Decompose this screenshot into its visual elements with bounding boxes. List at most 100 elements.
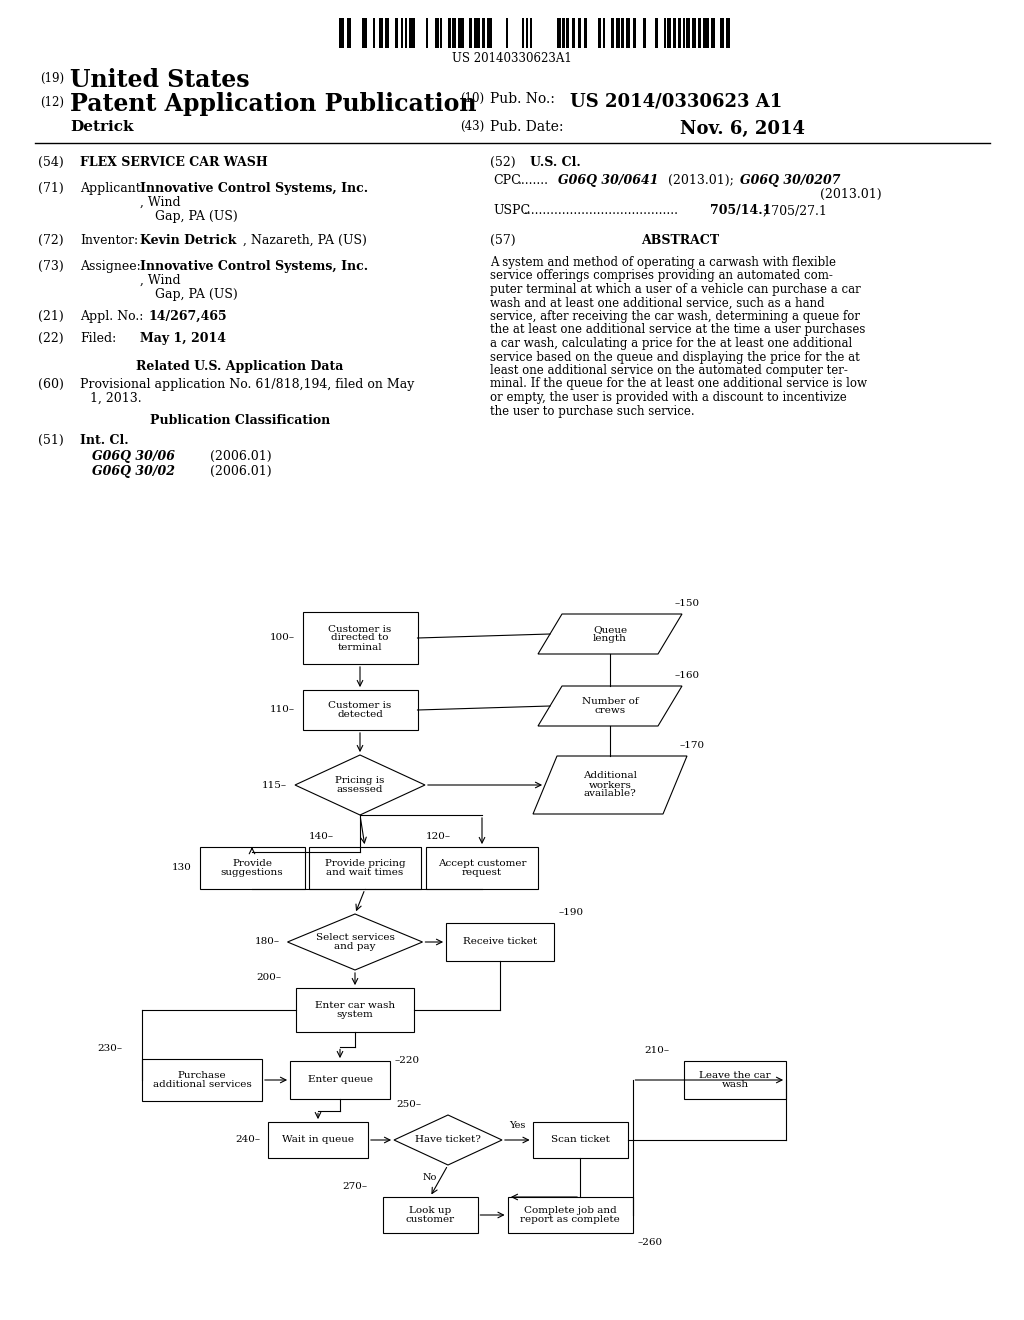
Text: Pub. Date:: Pub. Date: — [490, 120, 563, 135]
Bar — [482, 18, 485, 48]
Bar — [698, 18, 701, 48]
Text: suggestions: suggestions — [221, 869, 284, 876]
Bar — [385, 18, 389, 48]
Bar — [703, 18, 709, 48]
Bar — [692, 18, 696, 48]
Bar — [290, 1061, 390, 1100]
Text: and wait times: and wait times — [327, 869, 403, 876]
Bar — [667, 18, 671, 48]
Polygon shape — [534, 756, 687, 814]
Bar — [435, 18, 439, 48]
Bar — [616, 18, 620, 48]
Bar — [522, 18, 524, 48]
Text: (51): (51) — [38, 434, 63, 447]
Text: , Wind: , Wind — [140, 195, 180, 209]
Text: Appl. No.:: Appl. No.: — [80, 310, 143, 323]
Text: wash: wash — [722, 1080, 749, 1089]
Bar — [530, 18, 532, 48]
Text: A system and method of operating a carwash with flexible: A system and method of operating a carwa… — [490, 256, 836, 269]
Text: (72): (72) — [38, 234, 63, 247]
Text: Leave the car: Leave the car — [699, 1071, 771, 1080]
Text: (21): (21) — [38, 310, 63, 323]
Bar — [383, 1197, 477, 1233]
Text: Select services: Select services — [315, 933, 394, 942]
Text: (2013.01);: (2013.01); — [668, 174, 734, 187]
Text: Scan ticket: Scan ticket — [551, 1135, 609, 1144]
Bar — [449, 18, 451, 48]
Bar — [426, 18, 428, 48]
Bar — [526, 18, 528, 48]
Text: the user to purchase such service.: the user to purchase such service. — [490, 404, 694, 417]
Bar — [506, 18, 508, 48]
Text: or empty, the user is provided with a discount to incentivize: or empty, the user is provided with a di… — [490, 391, 847, 404]
Text: Number of: Number of — [582, 697, 638, 706]
Bar — [339, 18, 344, 48]
Text: the at least one additional service at the time a user purchases: the at least one additional service at t… — [490, 323, 865, 337]
Text: (43): (43) — [460, 120, 484, 133]
Text: (2006.01): (2006.01) — [210, 465, 271, 478]
Bar — [566, 18, 569, 48]
Text: –260: –260 — [638, 1238, 663, 1247]
Bar — [683, 18, 685, 48]
Text: least one additional service on the automated computer ter-: least one additional service on the auto… — [490, 364, 848, 378]
Polygon shape — [538, 614, 682, 653]
Text: CPC: CPC — [493, 174, 521, 187]
Bar — [474, 18, 480, 48]
Text: Detrick: Detrick — [70, 120, 133, 135]
Text: (2006.01): (2006.01) — [210, 450, 271, 463]
Text: 140–: 140– — [309, 832, 334, 841]
Text: Wait in queue: Wait in queue — [282, 1135, 354, 1144]
Bar — [643, 18, 646, 48]
Text: U.S. Cl.: U.S. Cl. — [530, 156, 581, 169]
Text: Provide: Provide — [232, 859, 272, 869]
Bar — [426, 847, 538, 888]
Bar — [409, 18, 415, 48]
Text: Look up: Look up — [409, 1206, 452, 1214]
Bar — [584, 18, 587, 48]
Text: (19): (19) — [40, 73, 65, 84]
Bar — [487, 18, 492, 48]
Text: G06Q 30/0207: G06Q 30/0207 — [740, 174, 841, 187]
Text: ........................................: ........................................ — [524, 205, 679, 216]
Text: United States: United States — [70, 69, 250, 92]
Text: system: system — [337, 1010, 374, 1019]
Text: ; 705/27.1: ; 705/27.1 — [763, 205, 826, 216]
Polygon shape — [394, 1115, 502, 1166]
Bar — [686, 18, 690, 48]
Text: and pay: and pay — [334, 942, 376, 950]
Text: Enter queue: Enter queue — [307, 1076, 373, 1085]
Text: 110–: 110– — [269, 705, 295, 714]
Bar — [673, 18, 676, 48]
Bar — [633, 18, 636, 48]
Bar — [452, 18, 456, 48]
Bar — [664, 18, 666, 48]
Text: Purchase: Purchase — [178, 1071, 226, 1080]
Text: Innovative Control Systems, Inc.: Innovative Control Systems, Inc. — [140, 260, 368, 273]
Text: Publication Classification: Publication Classification — [150, 414, 330, 426]
Bar — [440, 18, 442, 48]
Text: 120–: 120– — [426, 832, 452, 841]
Text: Pricing is: Pricing is — [335, 776, 385, 785]
Text: Gap, PA (US): Gap, PA (US) — [155, 210, 238, 223]
Bar — [621, 18, 624, 48]
Text: Have ticket?: Have ticket? — [415, 1135, 481, 1144]
Bar — [557, 18, 561, 48]
Bar — [603, 18, 605, 48]
Text: , Wind: , Wind — [140, 275, 180, 286]
Bar — [726, 18, 730, 48]
Bar — [532, 1122, 628, 1158]
Text: customer: customer — [406, 1214, 455, 1224]
Bar — [578, 18, 581, 48]
Text: (71): (71) — [38, 182, 63, 195]
Bar — [446, 923, 554, 961]
Text: ........: ........ — [518, 174, 549, 187]
Bar — [469, 18, 472, 48]
Text: service offerings comprises providing an automated com-: service offerings comprises providing an… — [490, 269, 833, 282]
Bar — [347, 18, 351, 48]
Bar — [401, 18, 403, 48]
Text: –220: –220 — [395, 1056, 420, 1065]
Text: (57): (57) — [490, 234, 516, 247]
Polygon shape — [538, 686, 682, 726]
Text: G06Q 30/02: G06Q 30/02 — [92, 465, 175, 478]
Text: Applicant:: Applicant: — [80, 182, 144, 195]
